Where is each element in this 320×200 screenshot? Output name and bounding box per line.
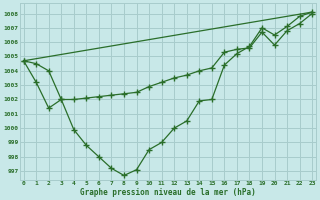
X-axis label: Graphe pression niveau de la mer (hPa): Graphe pression niveau de la mer (hPa)	[80, 188, 256, 197]
